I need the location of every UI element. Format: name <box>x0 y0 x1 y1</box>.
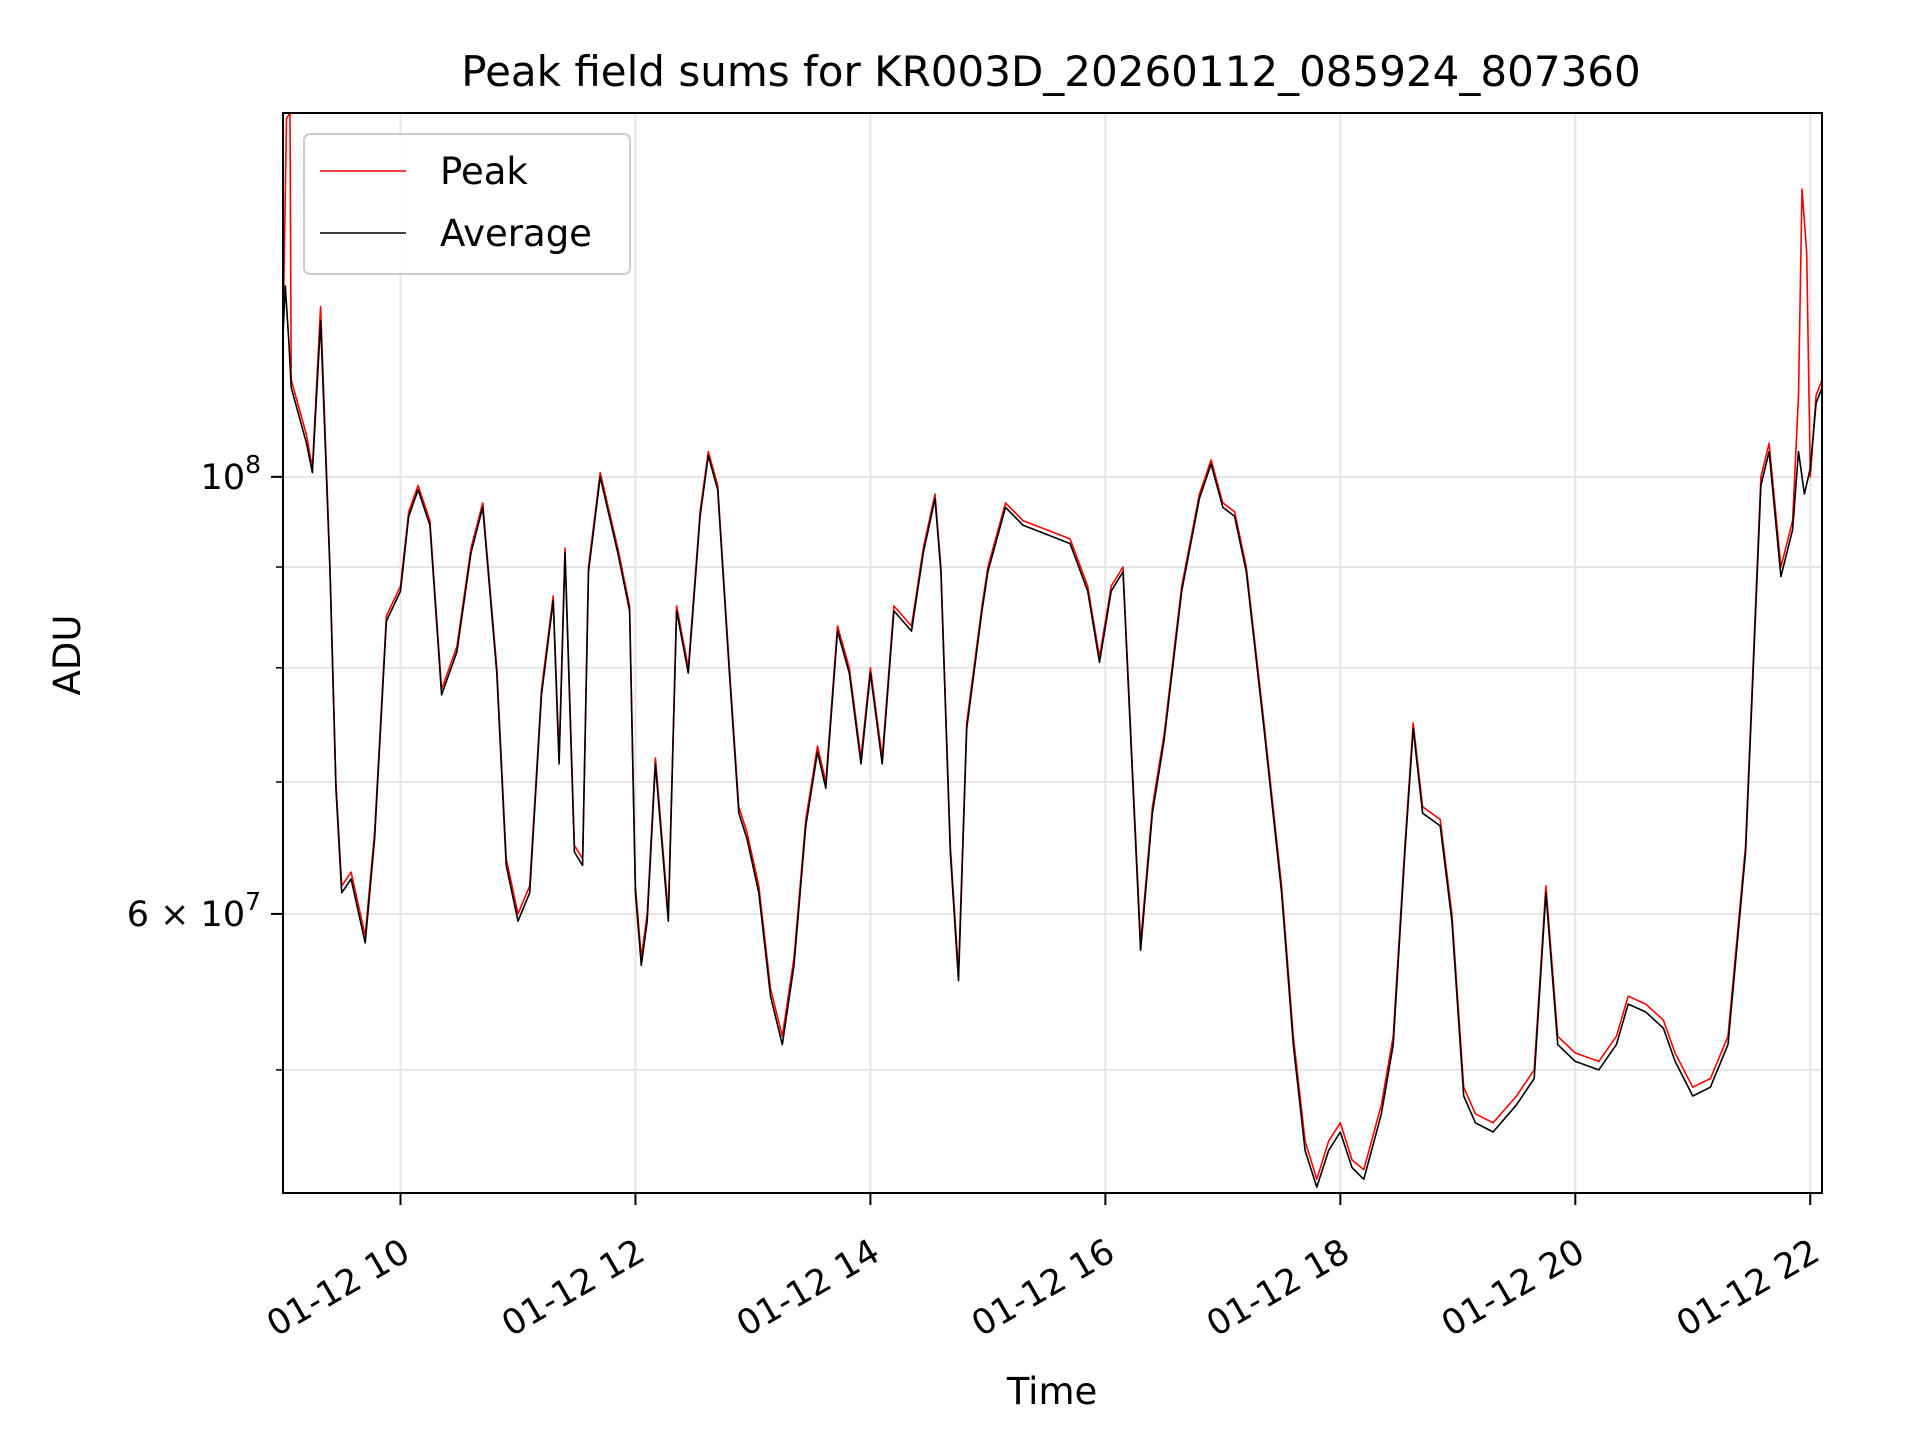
legend-box <box>303 133 631 275</box>
series-layer <box>282 112 1823 1188</box>
legend-label-peak: Peak <box>440 150 528 193</box>
y-axis: 108 6 × 107 <box>127 450 283 1071</box>
y-tick-label: 108 <box>201 450 261 498</box>
grid <box>283 113 1822 1193</box>
chart-title: Peak field sums for KR003D_20260112_0859… <box>461 47 1640 96</box>
y-tick-label-exponent: 7 <box>245 887 261 916</box>
y-tick-label-exponent: 8 <box>245 450 261 479</box>
y-tick-label: 6 × 107 <box>127 887 261 935</box>
y-tick-label-base: 10 <box>201 458 246 498</box>
plot-frame <box>282 112 1823 1194</box>
y-tick-label-base: 6 × 10 <box>127 895 245 935</box>
legend-label-average: Average <box>440 212 592 255</box>
y-axis-label: ADU <box>46 615 89 696</box>
series-line-average <box>282 285 1823 1188</box>
legend: Peak Average <box>303 133 631 275</box>
x-axis-label: Time <box>1006 1370 1098 1413</box>
